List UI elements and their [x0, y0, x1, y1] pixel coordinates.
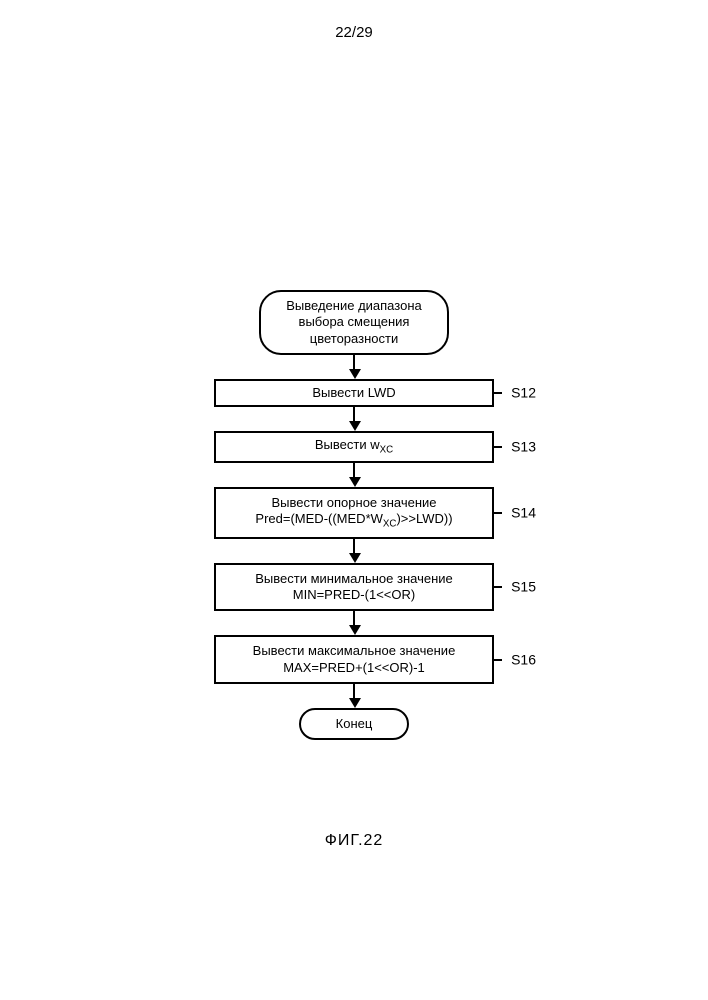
- page: 22/29 Выведение диапазона выбора смещени…: [0, 0, 708, 1000]
- process-formula: MIN=PRED-(1<<OR): [224, 587, 484, 603]
- step-label: S16: [511, 651, 536, 669]
- process-s12: Вывести LWD S12: [214, 379, 494, 407]
- process-title: Вывести wXC: [315, 437, 393, 452]
- step-tick: [492, 446, 502, 448]
- flowchart: Выведение диапазона выбора смещения цвет…: [0, 290, 708, 740]
- step-tick: [492, 392, 502, 394]
- step-label: S14: [511, 504, 536, 522]
- process-s14: Вывести опорное значение Pred=(MED-((MED…: [214, 487, 494, 539]
- process-formula: Pred=(MED-((MED*WXC)>>LWD)): [224, 511, 484, 531]
- figure-label: ФИГ.22: [0, 832, 708, 850]
- terminator-end: Конец: [299, 708, 409, 740]
- step-label: S12: [511, 384, 536, 402]
- process-formula: MAX=PRED+(1<<OR)-1: [224, 660, 484, 676]
- process-title: Вывести опорное значение: [224, 495, 484, 511]
- process-s16: Вывести максимальное значение MAX=PRED+(…: [214, 635, 494, 684]
- step-label: S15: [511, 578, 536, 596]
- process-title: Вывести LWD: [312, 385, 395, 400]
- process-title: Вывести максимальное значение: [224, 643, 484, 659]
- terminator-start: Выведение диапазона выбора смещения цвет…: [259, 290, 449, 355]
- page-number: 22/29: [0, 24, 708, 41]
- step-tick: [492, 659, 502, 661]
- process-title: Вывести минимальное значение: [224, 571, 484, 587]
- step-tick: [492, 586, 502, 588]
- process-s15: Вывести минимальное значение MIN=PRED-(1…: [214, 563, 494, 612]
- step-tick: [492, 512, 502, 514]
- step-label: S13: [511, 438, 536, 456]
- process-s13: Вывести wXC S13: [214, 431, 494, 463]
